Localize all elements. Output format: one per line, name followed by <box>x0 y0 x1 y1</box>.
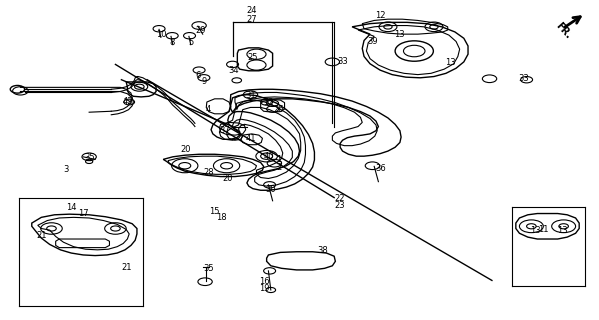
Text: 22: 22 <box>335 194 346 204</box>
Text: 12: 12 <box>375 12 385 20</box>
Text: 9: 9 <box>201 77 207 86</box>
Text: 32: 32 <box>263 98 274 107</box>
Text: 11: 11 <box>538 225 549 234</box>
Text: 23: 23 <box>335 201 346 210</box>
Text: 13: 13 <box>445 58 455 67</box>
Text: 38: 38 <box>317 246 328 255</box>
Text: 29: 29 <box>196 27 206 36</box>
Text: FR.: FR. <box>554 21 573 41</box>
Text: 14: 14 <box>66 203 77 212</box>
Text: 36: 36 <box>375 164 386 173</box>
Text: 13: 13 <box>557 226 568 235</box>
Text: 30: 30 <box>265 185 276 194</box>
Text: 41: 41 <box>245 134 256 143</box>
Text: 25: 25 <box>247 53 258 62</box>
Text: 37: 37 <box>219 126 230 135</box>
Text: 21: 21 <box>121 263 131 272</box>
Text: 19: 19 <box>259 284 270 292</box>
Text: 2: 2 <box>276 164 281 172</box>
Text: 18: 18 <box>216 213 227 222</box>
Text: 8: 8 <box>170 38 175 47</box>
Text: 34: 34 <box>228 66 239 75</box>
Text: 13: 13 <box>530 226 541 235</box>
Text: 17: 17 <box>78 209 89 218</box>
Text: 31: 31 <box>245 91 256 100</box>
Text: 40: 40 <box>263 152 274 161</box>
Text: 24: 24 <box>246 6 257 15</box>
Text: 26: 26 <box>273 105 284 114</box>
Text: 27: 27 <box>246 15 257 24</box>
Text: 5: 5 <box>188 38 193 47</box>
Text: 35: 35 <box>203 264 214 274</box>
Text: 20: 20 <box>181 145 191 154</box>
Text: 39: 39 <box>367 37 378 46</box>
Text: 15: 15 <box>210 207 220 216</box>
Text: 35: 35 <box>84 153 95 162</box>
Text: 4: 4 <box>206 105 211 114</box>
Text: 3: 3 <box>63 165 69 174</box>
Text: 6: 6 <box>195 71 201 80</box>
Text: 42: 42 <box>122 97 132 106</box>
Text: 20: 20 <box>223 174 233 183</box>
Text: 16: 16 <box>259 277 270 286</box>
Text: 33: 33 <box>518 74 529 83</box>
Text: 21: 21 <box>36 231 47 240</box>
Text: 33: 33 <box>337 57 348 66</box>
Text: 28: 28 <box>203 168 214 177</box>
Text: 1: 1 <box>276 156 281 164</box>
Text: 10: 10 <box>156 30 166 39</box>
Text: 13: 13 <box>395 30 405 39</box>
